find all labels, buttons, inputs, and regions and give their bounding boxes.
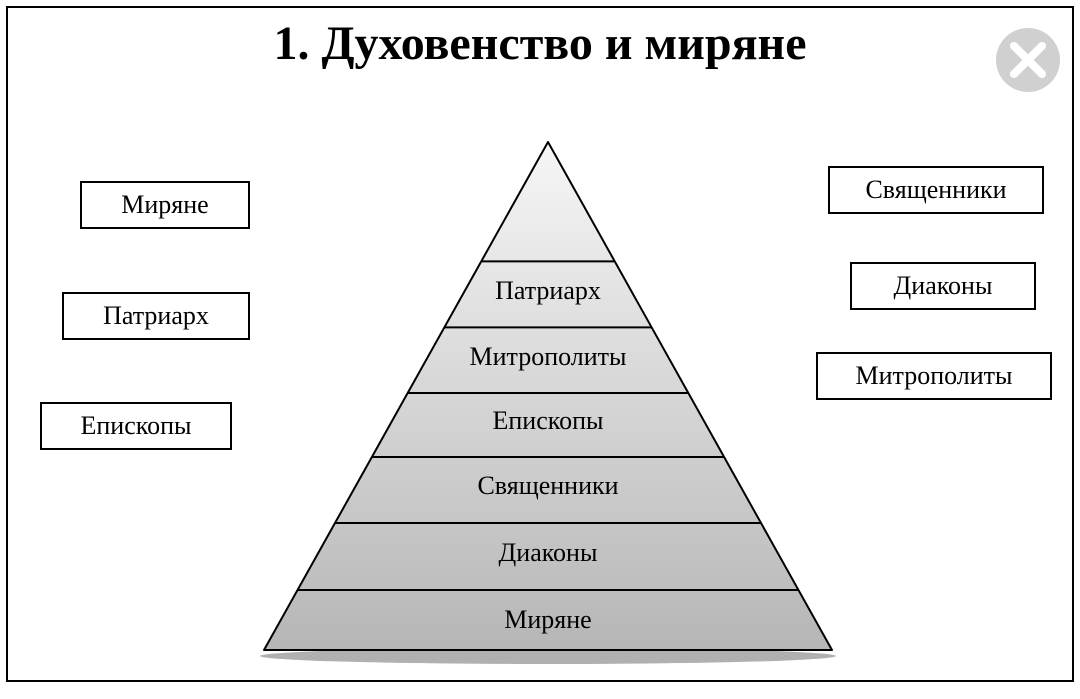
left-label-box[interactable]: Миряне <box>80 181 250 229</box>
right-label-box[interactable]: Священники <box>828 166 1044 214</box>
page-title: 1. Духовенство и миряне <box>8 16 1072 71</box>
label-box-text: Священники <box>865 175 1006 205</box>
label-box-text: Митрополиты <box>855 361 1012 391</box>
pyramid-level-label: Патриарх <box>252 276 844 306</box>
pyramid-level-label: Епископы <box>252 406 844 436</box>
left-label-box[interactable]: Епископы <box>40 402 232 450</box>
pyramid-level-label: Священники <box>252 471 844 501</box>
label-box-text: Миряне <box>121 190 208 220</box>
right-label-box[interactable]: Митрополиты <box>816 352 1052 400</box>
label-box-text: Патриарх <box>103 301 209 331</box>
close-button[interactable] <box>996 28 1060 92</box>
close-icon <box>996 28 1060 92</box>
pyramid-level-label: Митрополиты <box>252 342 844 372</box>
label-box-text: Епископы <box>81 411 192 441</box>
hierarchy-pyramid: Патриарх Митрополиты Епископы Священники Диа… <box>252 140 844 668</box>
pyramid-level-label: Диаконы <box>252 538 844 568</box>
outer-frame: 1. Духовенство и миряне Патриарх Митропол… <box>6 6 1074 682</box>
left-label-box[interactable]: Патриарх <box>62 292 250 340</box>
label-box-text: Диаконы <box>894 271 993 301</box>
right-label-box[interactable]: Диаконы <box>850 262 1036 310</box>
pyramid-level-label: Миряне <box>252 605 844 635</box>
